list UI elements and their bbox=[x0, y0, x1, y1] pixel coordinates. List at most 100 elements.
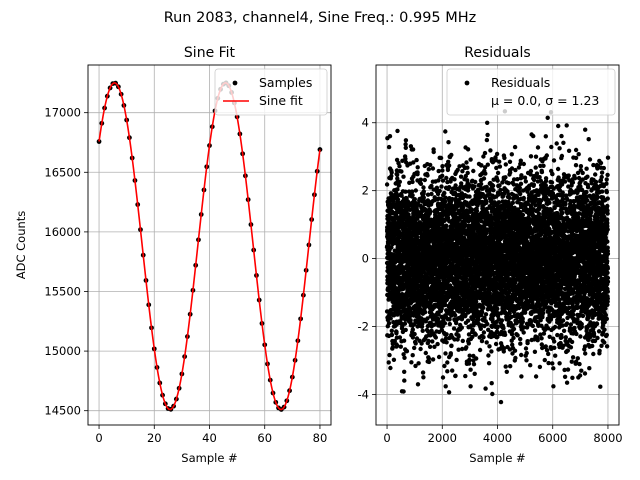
residual-point bbox=[425, 173, 430, 178]
axes-title: Sine Fit bbox=[184, 45, 236, 61]
residual-point bbox=[415, 170, 420, 175]
residual-point bbox=[425, 192, 431, 197]
x-axis-label: Sample # bbox=[181, 451, 237, 465]
residual-point bbox=[403, 142, 408, 147]
residual-point bbox=[465, 170, 470, 176]
data-layer bbox=[96, 80, 323, 412]
residual-point bbox=[464, 345, 469, 350]
residual-point bbox=[428, 320, 433, 326]
residual-point bbox=[426, 167, 431, 172]
residual-point bbox=[445, 167, 451, 173]
residual-point bbox=[445, 369, 450, 374]
residual-point bbox=[474, 208, 480, 214]
residual-point bbox=[410, 179, 415, 185]
residual-point bbox=[412, 197, 417, 202]
residual-point bbox=[469, 207, 474, 212]
residual-point bbox=[485, 132, 490, 138]
sine-fit-axes: 0 20 40 60 80145001500015500160001650017000S… bbox=[14, 45, 332, 465]
residual-point bbox=[432, 344, 437, 349]
residual-point bbox=[490, 391, 495, 397]
residual-point bbox=[501, 326, 506, 331]
sample-point bbox=[96, 139, 102, 144]
residual-point bbox=[409, 360, 414, 365]
residual-point bbox=[440, 173, 445, 178]
residual-point bbox=[446, 140, 451, 145]
y-tick-label: 17000 bbox=[44, 106, 81, 120]
residual-point bbox=[518, 191, 523, 197]
residual-point bbox=[495, 170, 501, 176]
residual-point bbox=[454, 357, 459, 363]
residual-point bbox=[485, 120, 490, 126]
residual-point bbox=[482, 150, 488, 156]
residual-point bbox=[479, 338, 485, 344]
residual-point bbox=[518, 181, 524, 186]
residual-point bbox=[431, 187, 436, 192]
residual-point bbox=[456, 334, 461, 339]
residual-point bbox=[428, 209, 433, 214]
residual-point bbox=[430, 357, 436, 362]
residual-point bbox=[464, 160, 469, 165]
residual-point bbox=[472, 371, 477, 376]
residual-point bbox=[439, 184, 444, 189]
residual-point bbox=[483, 386, 488, 391]
residual-point bbox=[476, 317, 481, 322]
residual-point bbox=[427, 344, 433, 349]
residual-point bbox=[421, 375, 426, 380]
residual-point bbox=[435, 341, 440, 347]
residual-point bbox=[386, 321, 392, 326]
x-tick-label: 80 bbox=[313, 431, 328, 445]
residual-point bbox=[418, 181, 424, 186]
residual-point bbox=[410, 147, 416, 152]
residual-point bbox=[442, 190, 447, 196]
residual-point bbox=[409, 189, 415, 194]
residual-point bbox=[439, 306, 444, 311]
residual-point bbox=[401, 389, 406, 394]
residual-point bbox=[414, 234, 420, 239]
residual-point bbox=[444, 223, 449, 228]
residual-point bbox=[412, 345, 417, 351]
residual-point bbox=[485, 321, 490, 327]
residual-point bbox=[478, 181, 484, 187]
residual-point bbox=[395, 343, 400, 348]
residual-point bbox=[471, 362, 477, 367]
residual-point bbox=[506, 181, 511, 186]
residual-point bbox=[419, 341, 424, 346]
legend-marker bbox=[232, 80, 238, 86]
residual-point bbox=[399, 193, 404, 198]
residual-point bbox=[388, 316, 393, 321]
residual-point bbox=[392, 338, 397, 344]
legend-label: Samples bbox=[259, 75, 312, 90]
residual-point bbox=[496, 200, 502, 205]
residual-point bbox=[418, 346, 423, 352]
residual-point bbox=[502, 332, 508, 337]
residual-point bbox=[470, 334, 475, 340]
residual-point bbox=[465, 165, 470, 170]
residual-point bbox=[398, 344, 403, 349]
residual-point bbox=[484, 137, 490, 143]
residual-point bbox=[420, 321, 425, 326]
residual-point bbox=[402, 369, 407, 374]
residual-point bbox=[466, 361, 472, 366]
x-tick-label: 0 bbox=[95, 431, 102, 445]
residual-point bbox=[386, 144, 392, 150]
residual-point bbox=[467, 357, 472, 363]
residual-point bbox=[474, 356, 479, 361]
residual-point bbox=[436, 354, 442, 360]
residual-point bbox=[455, 167, 460, 173]
residual-point bbox=[473, 179, 478, 185]
legend-box bbox=[214, 68, 328, 116]
legend-label: Sine fit bbox=[259, 93, 303, 108]
residual-point bbox=[408, 318, 413, 323]
residual-point bbox=[449, 343, 454, 348]
residual-point bbox=[443, 336, 449, 341]
residual-point bbox=[487, 344, 492, 349]
residual-point bbox=[483, 171, 488, 176]
residual-point bbox=[394, 329, 399, 335]
residual-point bbox=[456, 347, 461, 352]
residual-point bbox=[452, 177, 457, 182]
residual-point bbox=[430, 166, 436, 171]
residual-point bbox=[440, 178, 446, 183]
residual-point bbox=[411, 160, 416, 165]
residual-point bbox=[421, 195, 426, 200]
